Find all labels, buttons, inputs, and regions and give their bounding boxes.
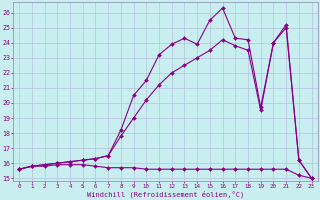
X-axis label: Windchill (Refroidissement éolien,°C): Windchill (Refroidissement éolien,°C) [87, 190, 244, 198]
